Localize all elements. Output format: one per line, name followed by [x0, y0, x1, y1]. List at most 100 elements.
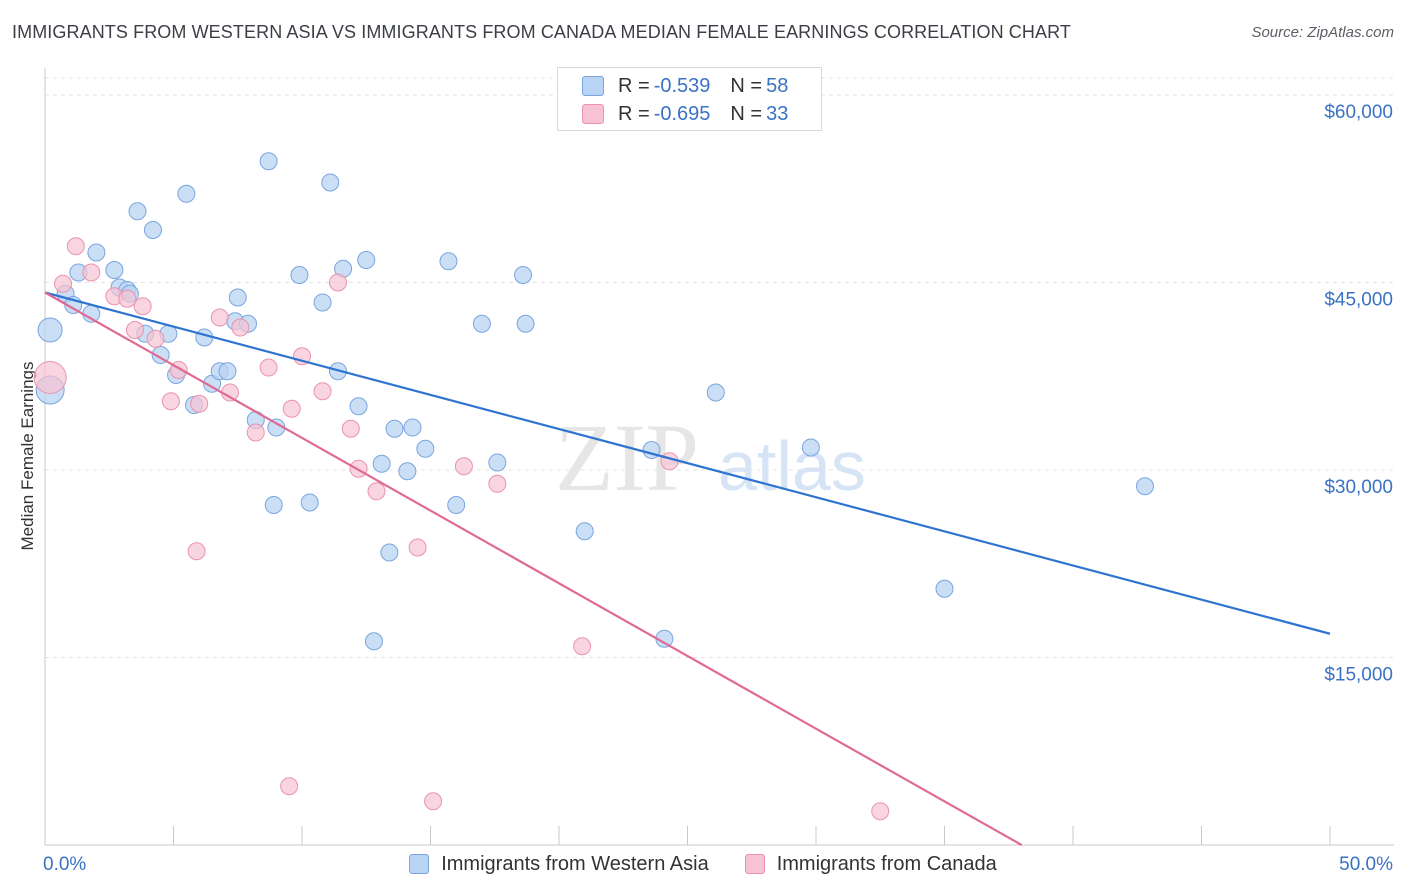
point-western-asia: [290, 266, 309, 284]
point-canada: [118, 289, 137, 308]
point-western-asia: [935, 579, 954, 598]
point-western-asia: [128, 202, 147, 221]
legend-swatch-pink: [582, 104, 604, 124]
legend-r-value: -0.539: [653, 74, 711, 97]
point-canada: [231, 318, 250, 337]
point-canada: [408, 538, 427, 557]
point-western-asia: [472, 314, 491, 333]
point-canada: [125, 321, 144, 339]
point-canada: [424, 792, 443, 811]
axes: [44, 68, 1394, 846]
point-canada: [454, 457, 473, 476]
point-western-asia: [177, 184, 196, 203]
point-western-asia: [364, 632, 383, 651]
point-canada: [221, 383, 240, 402]
point-canada: [573, 637, 592, 656]
point-canada: [82, 263, 101, 282]
point-western-asia: [228, 288, 247, 307]
trend-line-western-asia: [44, 291, 1331, 635]
trend-lines: [44, 291, 1331, 846]
point-western-asia: [143, 221, 162, 239]
point-canada: [313, 382, 332, 401]
legend-item-canada[interactable]: Immigrants from Canada: [744, 851, 997, 877]
legend-swatch-blue: [409, 854, 430, 874]
point-western-asia: [37, 317, 63, 343]
point-western-asia: [300, 493, 319, 512]
point-canada: [871, 802, 890, 821]
legend-r-label: R =: [618, 74, 650, 97]
chart-title: IMMIGRANTS FROM WESTERN ASIA VS IMMIGRAN…: [12, 22, 1071, 42]
legend-n-value: 33: [766, 102, 789, 125]
point-canada: [280, 777, 299, 796]
legend-stats-row-western-asia: R = -0.539 N = 58: [582, 72, 788, 100]
x-tick-label: 0.0%: [43, 854, 86, 875]
tick-labels: $15,000 $30,000 $45,000 $60,000 0.0% 50.0%: [43, 102, 1393, 875]
legend-n-value: 58: [766, 74, 789, 97]
legend-swatch-blue: [582, 76, 604, 96]
legend-stats: R = -0.539 N = 58 R = -0.695 N = 33: [557, 67, 822, 131]
point-canada: [190, 394, 209, 413]
point-western-asia: [1135, 477, 1154, 496]
source-label: Source: ZipAtlas.com: [1251, 24, 1394, 41]
legend-series: Immigrants from Western Asia Immigrants …: [0, 851, 1406, 877]
point-western-asia: [313, 293, 332, 312]
point-western-asia: [385, 419, 404, 438]
point-canada: [146, 329, 165, 348]
watermark-atlas: atlas: [718, 427, 866, 505]
point-canada: [53, 274, 72, 293]
trend-line-canada: [44, 291, 1023, 846]
point-canada: [133, 297, 152, 316]
legend-r-value: -0.695: [653, 102, 711, 125]
legend-n-label: N =: [730, 102, 763, 125]
point-canada: [328, 273, 347, 292]
point-canada: [259, 358, 278, 377]
point-western-asia: [439, 252, 458, 271]
point-canada: [33, 361, 67, 394]
point-western-asia: [380, 543, 399, 562]
point-western-asia: [416, 439, 435, 458]
x-tick-label: 50.0%: [1339, 854, 1393, 875]
point-canada: [282, 399, 301, 418]
point-canada: [161, 392, 180, 411]
legend-item-western-asia[interactable]: Immigrants from Western Asia: [409, 851, 709, 877]
point-western-asia: [372, 454, 391, 473]
point-western-asia: [514, 266, 533, 284]
y-tick-label: $30,000: [1324, 477, 1393, 498]
point-western-asia: [357, 251, 376, 269]
point-western-asia: [218, 362, 237, 381]
point-canada: [187, 542, 206, 561]
point-canada: [341, 419, 360, 438]
point-western-asia: [264, 496, 283, 514]
point-western-asia: [259, 152, 278, 171]
point-western-asia: [801, 438, 820, 457]
point-western-asia: [87, 243, 106, 262]
y-tick-label: $45,000: [1324, 290, 1393, 311]
point-canada: [210, 308, 229, 327]
legend-r-label: R =: [618, 102, 650, 125]
point-western-asia: [349, 397, 368, 416]
point-western-asia: [398, 462, 417, 481]
legend-swatch-pink: [744, 854, 765, 874]
point-western-asia: [706, 383, 725, 402]
legend-label: Immigrants from Western Asia: [441, 852, 709, 875]
series-canada-points: [33, 237, 890, 821]
point-canada: [660, 452, 679, 471]
y-tick-label: $60,000: [1324, 102, 1393, 123]
point-western-asia: [105, 261, 124, 279]
point-western-asia: [575, 522, 594, 541]
point-western-asia: [321, 173, 340, 192]
legend-label: Immigrants from Canada: [776, 852, 997, 875]
gridlines: [45, 77, 1394, 658]
point-western-asia: [488, 453, 507, 472]
point-western-asia: [447, 496, 466, 514]
point-canada: [66, 237, 85, 256]
legend-n-label: N =: [730, 74, 763, 97]
point-canada: [488, 474, 507, 493]
point-canada: [246, 423, 265, 442]
point-western-asia: [403, 418, 422, 437]
point-western-asia: [516, 314, 535, 333]
legend-stats-row-canada: R = -0.695 N = 33: [582, 100, 788, 128]
point-canada: [367, 482, 386, 501]
y-tick-label: $15,000: [1324, 665, 1393, 686]
